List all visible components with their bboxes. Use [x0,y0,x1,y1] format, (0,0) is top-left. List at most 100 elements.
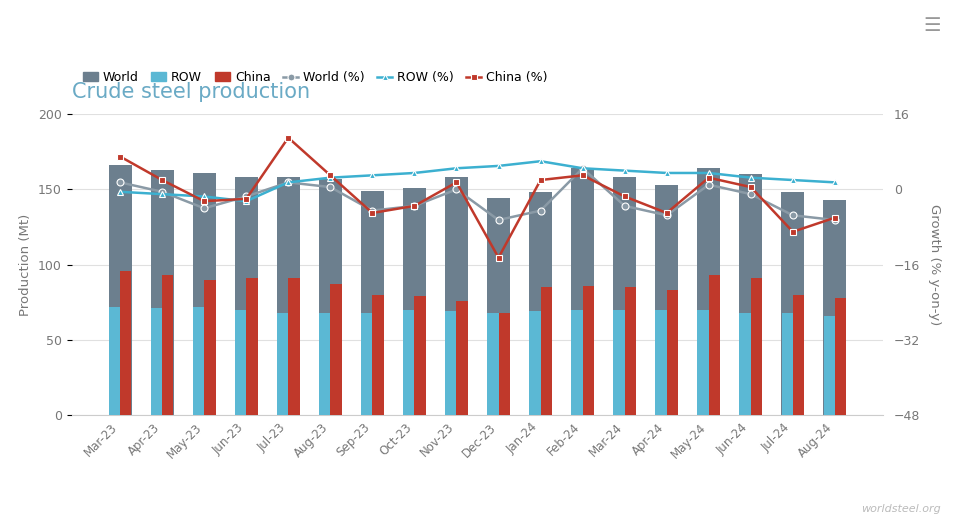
Bar [781,193,804,415]
China (%) [577,172,588,179]
ROW (%) [451,165,462,171]
Bar [109,307,120,415]
Line: China (%): China (%) [117,134,838,261]
ROW (%) [535,158,546,165]
World (%) [535,208,546,214]
Text: ☰: ☰ [923,16,941,35]
Bar [109,166,132,415]
Text: Crude steel production: Crude steel production [72,81,309,102]
World (%) [619,203,630,209]
China (%) [619,194,630,200]
ROW (%) [787,177,798,183]
Bar [246,278,258,415]
Bar [499,313,510,415]
Bar [667,290,678,415]
Bar [625,288,636,415]
China (%) [199,198,210,204]
World (%) [199,205,210,211]
Bar [613,310,625,415]
China (%) [115,154,126,160]
Bar [529,311,541,415]
ROW (%) [157,191,168,197]
China (%) [157,177,168,183]
China (%) [241,196,252,202]
Bar [613,177,636,415]
Bar [330,284,342,415]
ROW (%) [619,168,630,174]
China (%) [409,203,420,209]
World (%) [703,182,714,188]
Bar [414,296,426,415]
ROW (%) [577,165,588,171]
Bar [655,310,667,415]
Bar [823,316,835,415]
World (%) [451,186,462,193]
Bar [319,179,342,415]
Bar [193,307,204,415]
World (%) [325,184,336,190]
World (%) [577,165,588,171]
Bar [277,313,288,415]
China (%) [367,210,378,216]
Bar [697,310,709,415]
Bar [751,278,762,415]
ROW (%) [493,163,504,169]
Bar [319,313,330,415]
Bar [571,168,594,415]
Bar [739,174,762,415]
Legend: World, ROW, China, World (%), ROW (%), China (%): World, ROW, China, World (%), ROW (%), C… [78,66,553,89]
ROW (%) [745,174,756,181]
Bar [487,313,499,415]
Bar [277,177,300,415]
Bar [529,193,552,415]
ROW (%) [199,194,210,200]
China (%) [283,134,294,141]
Bar [288,278,300,415]
Bar [655,185,678,415]
Bar [235,177,258,415]
Bar [456,301,468,415]
Y-axis label: Production (Mt): Production (Mt) [19,213,32,316]
China (%) [325,172,336,179]
Bar [120,271,132,415]
Bar [204,280,216,415]
ROW (%) [829,179,840,185]
Line: ROW (%): ROW (%) [117,158,838,204]
ROW (%) [661,170,672,176]
Bar [151,170,174,415]
Bar [697,168,720,415]
World (%) [283,179,294,185]
China (%) [493,254,504,261]
Bar [403,188,426,415]
Bar [739,313,751,415]
World (%) [115,179,126,185]
Bar [781,313,793,415]
Bar [793,295,804,415]
China (%) [787,229,798,235]
Bar [361,313,372,415]
China (%) [703,174,714,181]
China (%) [661,210,672,216]
ROW (%) [325,174,336,181]
World (%) [661,212,672,218]
Bar [541,288,552,415]
ROW (%) [367,172,378,179]
Bar [583,286,594,415]
World (%) [157,189,168,195]
World (%) [409,203,420,209]
Bar [823,200,846,415]
Bar [372,295,384,415]
Bar [235,310,246,415]
Bar [487,198,510,415]
ROW (%) [115,189,126,195]
Bar [151,308,162,415]
ROW (%) [283,179,294,185]
Text: worldsteel.org: worldsteel.org [860,504,941,514]
Bar [162,275,174,415]
Bar [835,298,846,415]
China (%) [535,177,546,183]
China (%) [745,184,756,190]
Bar [445,177,468,415]
Bar [709,275,720,415]
Bar [193,173,216,415]
